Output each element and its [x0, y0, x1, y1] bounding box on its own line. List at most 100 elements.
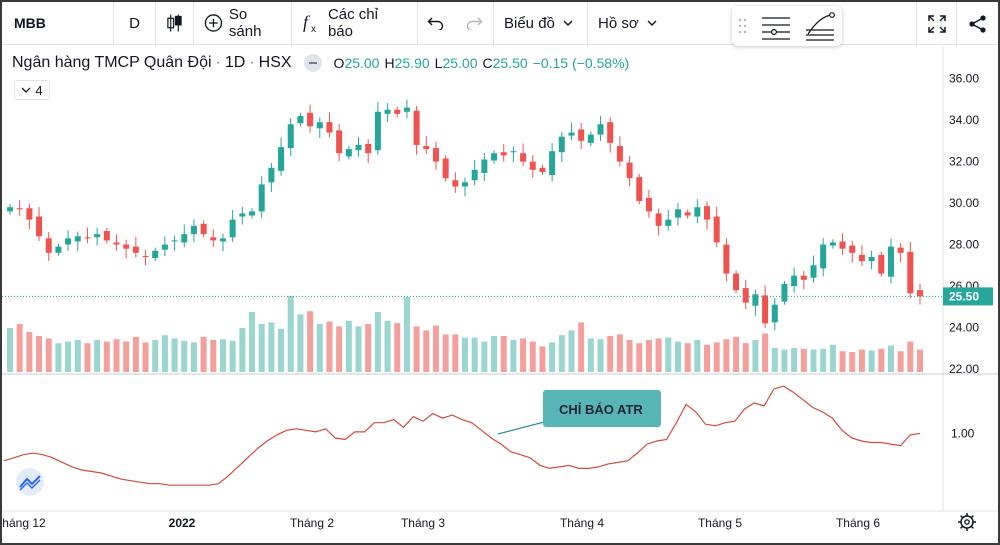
chevron-down-icon: [21, 87, 31, 93]
candle-body: [520, 153, 527, 162]
candle-body: [142, 255, 149, 257]
candle-body: [113, 242, 120, 245]
candle-body: [432, 148, 439, 162]
candle-body: [500, 152, 507, 156]
time-tick-label: Tháng 5: [698, 516, 742, 530]
volume-bar: [636, 343, 643, 372]
candle-body: [423, 146, 430, 150]
symbol-label: MBB: [14, 15, 46, 31]
volume-bar: [820, 348, 827, 372]
volume-bar: [558, 335, 565, 372]
price-tick-label: 22.00: [949, 362, 979, 376]
volume-bar: [907, 341, 914, 372]
atr-annotation: CHỈ BÁO ATR: [497, 390, 661, 435]
volume-bar: [733, 336, 740, 372]
symbol-search-button[interactable]: MBB: [2, 2, 114, 45]
candlestick-series: [7, 99, 923, 331]
volume-bar: [442, 334, 449, 372]
candle-body: [771, 304, 778, 323]
atr-tick-label: 1.00: [951, 426, 975, 440]
volume-bar: [432, 325, 439, 372]
candle-body: [645, 197, 652, 212]
candle-body: [94, 234, 101, 238]
candle-body: [239, 213, 246, 217]
volume-bar: [26, 332, 33, 372]
price-tick-label: 28.00: [949, 238, 979, 252]
volume-bar: [742, 343, 749, 372]
volume-bar: [878, 348, 885, 372]
candle-body: [403, 107, 410, 112]
volume-bar: [326, 321, 333, 372]
candle-body: [839, 241, 846, 249]
redo-icon: [466, 17, 482, 30]
candle-body: [907, 251, 914, 294]
candle-body: [820, 244, 827, 269]
candle-body: [713, 216, 720, 243]
volume-bars: [7, 296, 923, 372]
candle-body: [442, 158, 449, 179]
candle-body: [394, 109, 401, 114]
volume-bar: [132, 336, 139, 372]
volume-bar: [239, 328, 246, 372]
volume-bar: [810, 349, 817, 372]
volume-bar: [152, 340, 159, 372]
candle-body: [452, 180, 459, 187]
candle-body: [219, 238, 226, 242]
drag-handle-icon[interactable]: [732, 6, 754, 46]
candle-body: [510, 151, 517, 153]
volume-bar: [55, 343, 62, 372]
volume-bar: [578, 322, 585, 372]
last-price-tag: 25.50: [943, 287, 993, 306]
volume-bar: [161, 335, 168, 372]
volume-bar: [607, 336, 614, 372]
undo-icon: [427, 17, 444, 30]
svg-text:f: f: [303, 12, 311, 32]
share-button[interactable]: [956, 2, 998, 45]
change-value: −0.15 (−0.58%): [532, 55, 630, 71]
fullscreen-button[interactable]: [916, 2, 956, 45]
atr-axis[interactable]: 1.00: [951, 426, 975, 440]
volume-bar: [917, 349, 923, 372]
candle-body: [345, 149, 352, 157]
volume-bar: [839, 351, 846, 372]
legend-symbol-name: Ngân hàng TMCP Quân Đội: [12, 54, 212, 71]
candle-body: [471, 169, 478, 181]
volume-bar: [462, 337, 468, 372]
settings-gear[interactable]: [958, 513, 976, 531]
candle-body: [491, 153, 498, 161]
volume-bar: [229, 340, 236, 372]
compare-button[interactable]: So sánh: [194, 2, 292, 45]
volume-bar: [268, 322, 275, 372]
candle-style-button[interactable]: [156, 2, 194, 45]
legend-collapse-button[interactable]: [303, 54, 322, 72]
indicators-button[interactable]: f x Các chỉ báo: [292, 2, 418, 45]
fib-tool-icon[interactable]: [798, 6, 842, 46]
volume-bar: [887, 345, 894, 372]
volume-bar: [123, 341, 130, 372]
redo-button[interactable]: [454, 2, 494, 45]
volume-bar: [704, 344, 711, 372]
interval-button[interactable]: D: [114, 2, 156, 45]
candle-body: [587, 134, 594, 143]
time-axis[interactable]: háng 12 2022 Tháng 2 Tháng 3 Tháng 4 Tháng 5 T…: [2, 516, 880, 530]
volume-bar: [597, 339, 604, 372]
indicator-list-toggle[interactable]: 4: [14, 80, 50, 100]
horizontal-lines-icon[interactable]: [754, 6, 798, 46]
candle-body: [791, 275, 798, 287]
chart-type-dropdown[interactable]: Biểu đồ: [494, 2, 588, 45]
volume-bar: [7, 328, 13, 372]
volume-bar: [626, 340, 633, 372]
volume-bar: [481, 341, 488, 372]
undo-button[interactable]: [418, 2, 454, 45]
candle-body: [762, 295, 769, 324]
volume-bar: [491, 336, 498, 372]
candle-body: [858, 254, 865, 262]
candle-body: [365, 143, 372, 154]
volume-bar: [684, 343, 691, 372]
candle-body: [849, 245, 856, 253]
candle-body: [123, 244, 130, 249]
profile-dropdown[interactable]: Hồ sơ: [588, 2, 672, 45]
volume-bar: [752, 340, 759, 372]
